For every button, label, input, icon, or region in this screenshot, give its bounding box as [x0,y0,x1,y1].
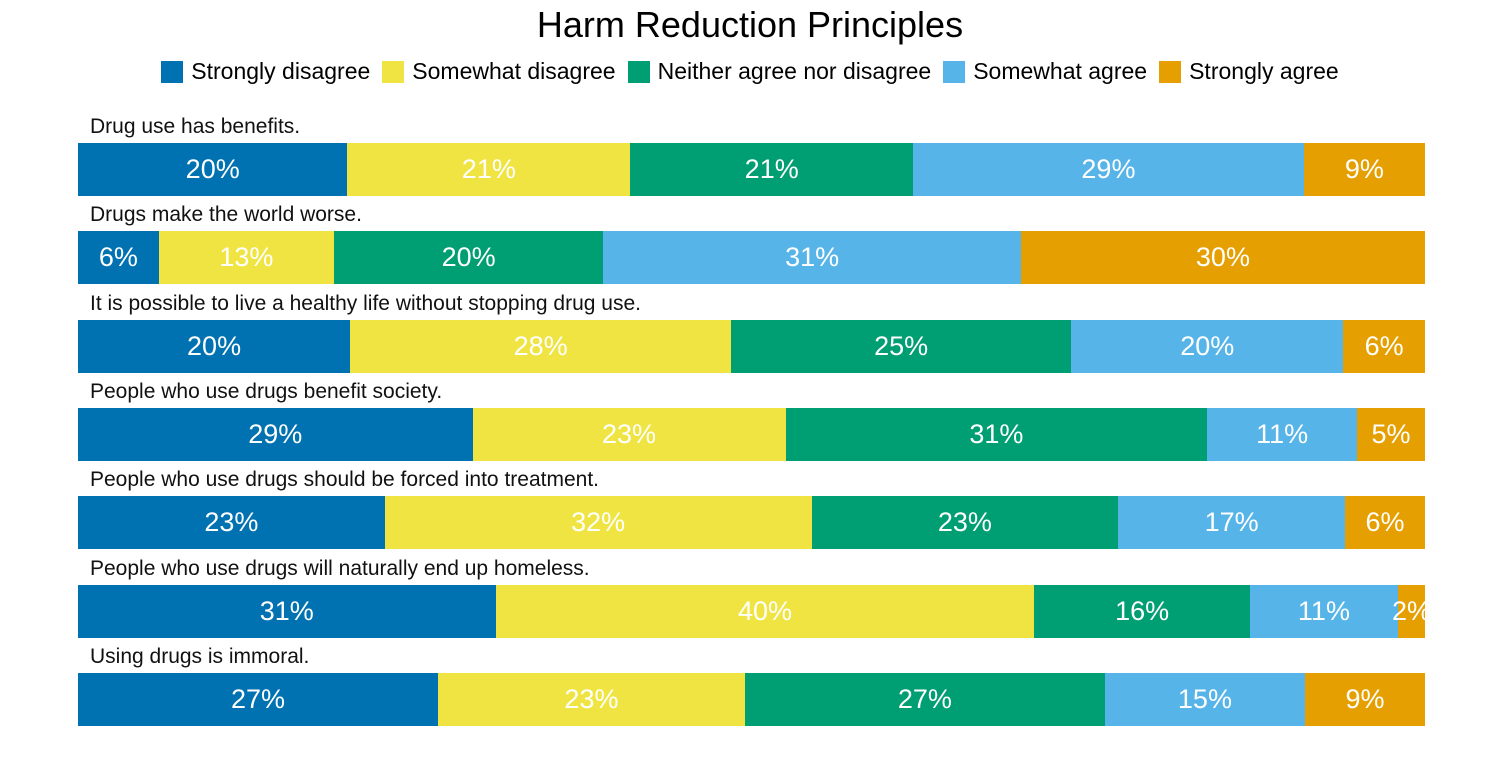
bar-segment: 31% [785,407,1208,461]
legend-item: Strongly agree [1159,58,1339,85]
bar-value-label: 5% [1371,418,1411,449]
chart-title: Harm Reduction Principles [536,4,964,45]
legend-swatch [943,60,966,83]
bar-value-label: 23% [937,507,992,538]
bar-value-label: 9% [1344,154,1384,184]
bar-value-label: 29% [1081,154,1136,184]
bar-value-label: 20% [1180,330,1235,361]
row-label: People who use drugs should be forced in… [90,468,599,492]
legend-label: Somewhat disagree [412,58,616,84]
bar-value-label: 32% [571,507,626,538]
row-label: People who use drugs benefit society. [90,379,443,403]
bar-segment: 23% [811,496,1119,550]
legend-label: Strongly agree [1189,58,1339,84]
bar-segment: 23% [78,496,385,550]
legend: Strongly disagree Somewhat disagree Neithe… [0,58,1500,85]
bar-value-label: 11% [1297,595,1350,626]
bar-value-label: 27% [897,683,952,714]
bar-segment: 23% [472,407,786,461]
legend-item: Somewhat agree [943,58,1147,85]
bar-value-label: 25% [874,330,929,361]
bar-value-label: 13% [219,242,274,273]
bar-value-label: 23% [602,418,657,449]
bar-value-label: 6% [1364,330,1404,361]
bar-value-label: 11% [1256,418,1309,449]
bar-segment: 2% [1392,584,1431,638]
legend-label: Neither agree nor disagree [657,58,932,84]
bar-value-label: 31% [259,595,314,626]
bar-segment: 29% [78,407,473,461]
bar-segment: 28% [350,319,732,373]
bar-value-label: 6% [1365,507,1405,538]
bar-segment: 30% [1020,231,1425,285]
bar-segment: 9% [1303,143,1425,196]
bar-segment: 17% [1118,496,1345,550]
bar-value-label: 16% [1115,595,1170,626]
legend-item: Neither agree nor disagree [627,58,932,85]
bar-segment: 31% [78,584,496,638]
bar-value-label: 20% [187,330,242,361]
bar-segment: 40% [495,584,1035,638]
bar-segment: 25% [731,319,1072,373]
bar-segment: 21% [630,143,914,196]
bar-value-label: 23% [564,683,619,714]
bar-value-label: 20% [441,242,496,273]
bar-value-label: 27% [231,683,286,714]
bar-value-label: 15% [1177,683,1232,714]
bar-segment: 29% [913,143,1304,196]
bar-segment: 13% [158,231,334,285]
bar-segment: 27% [744,672,1105,726]
legend-swatch [1159,60,1182,83]
bar-segment: 21% [347,143,631,196]
row-label: Using drugs is immoral. [90,644,310,668]
bar-value-label: 23% [204,507,259,538]
bar-segment: 11% [1207,407,1357,461]
bar-value-label: 31% [785,242,840,273]
row-label: Drugs make the world worse. [90,203,362,227]
bar-segment: 6% [78,231,159,285]
bar-segment: 23% [438,672,745,726]
bar-segment: 20% [1071,319,1344,373]
bar-segment: 11% [1249,584,1399,638]
legend-swatch [382,60,405,83]
bar-value-label: 17% [1204,507,1259,538]
legend-swatch [627,60,650,83]
bar-segment: 16% [1034,584,1250,638]
bar-segment: 31% [603,231,1021,285]
bar-value-label: 31% [969,418,1024,449]
legend-label: Somewhat agree [973,58,1148,84]
bar-segment: 15% [1104,672,1305,726]
bar-value-label: 20% [185,154,240,184]
bar-value-label: 30% [1195,242,1250,273]
bar-value-label: 40% [737,595,792,626]
bar-value-label: 9% [1345,683,1385,714]
bar-segment: 20% [78,143,348,196]
legend-item: Somewhat disagree [382,58,616,85]
bar-value-label: 28% [513,330,568,361]
row-label: It is possible to live a healthy life wi… [90,291,641,315]
bar-segment: 20% [333,231,604,285]
bar-value-label: 2% [1392,595,1432,626]
bar-segment: 32% [384,496,812,550]
legend-label: Strongly disagree [191,58,371,84]
legend-swatch [161,60,184,83]
legend-item: Strongly disagree [161,58,370,85]
bar-value-label: 21% [744,154,799,184]
bar-segment: 5% [1356,407,1425,461]
bar-segment: 27% [78,672,439,726]
bar-value-label: 29% [248,418,303,449]
bar-segment: 9% [1304,672,1425,726]
bar-value-label: 6% [98,242,138,273]
bar-value-label: 21% [461,154,516,184]
bar-segment: 6% [1343,319,1425,373]
bar-segment: 20% [78,319,351,373]
row-label: Drug use has benefits. [90,115,301,138]
bar-segment: 6% [1344,496,1425,550]
row-label: People who use drugs will naturally end … [90,556,590,580]
